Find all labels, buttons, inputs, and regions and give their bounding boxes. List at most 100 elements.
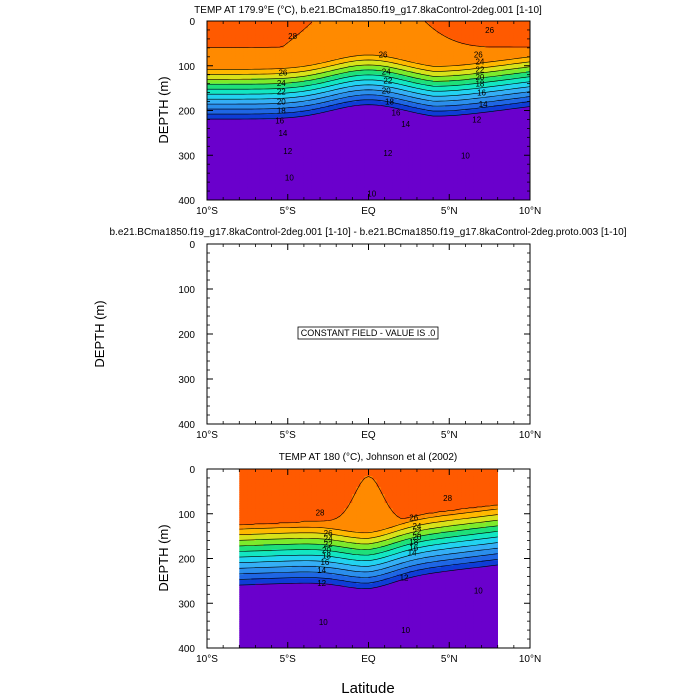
field-cell bbox=[215, 69, 220, 72]
field-cell bbox=[255, 119, 261, 122]
field-cell bbox=[303, 146, 309, 149]
field-cell bbox=[348, 69, 353, 72]
field-cell bbox=[215, 182, 220, 185]
field-cell bbox=[251, 187, 257, 190]
field-cell bbox=[332, 40, 337, 44]
field-cell bbox=[372, 76, 378, 79]
field-cell bbox=[283, 124, 289, 128]
field-cell bbox=[388, 162, 394, 165]
field-cell bbox=[207, 133, 212, 137]
field-cell bbox=[227, 110, 232, 113]
field-cell bbox=[279, 157, 285, 160]
field-cell bbox=[255, 42, 261, 45]
field-cell bbox=[340, 164, 345, 167]
field-cell bbox=[279, 83, 285, 87]
field-cell bbox=[356, 130, 362, 133]
field-cell bbox=[360, 40, 366, 44]
field-cell bbox=[259, 78, 265, 81]
field-cell bbox=[303, 105, 309, 108]
field-cell bbox=[328, 22, 333, 26]
field-cell bbox=[336, 110, 341, 113]
field-cell bbox=[364, 96, 370, 99]
field-cell bbox=[400, 121, 406, 124]
field-cell bbox=[283, 196, 289, 199]
field-cell bbox=[207, 71, 212, 74]
field-cell bbox=[332, 117, 337, 121]
field-cell bbox=[344, 169, 349, 172]
field-cell bbox=[380, 78, 386, 81]
field-cell bbox=[247, 121, 253, 124]
field-cell bbox=[263, 176, 269, 180]
field-cell bbox=[332, 28, 337, 31]
field-cell bbox=[364, 67, 370, 70]
field-cell bbox=[332, 85, 337, 88]
field-cell bbox=[311, 89, 317, 92]
field-cell bbox=[307, 44, 313, 47]
field-cell bbox=[320, 58, 325, 61]
field-cell bbox=[336, 22, 341, 26]
field-cell bbox=[348, 126, 353, 129]
field-cell bbox=[283, 128, 289, 131]
field-cell bbox=[307, 31, 313, 35]
field-cell bbox=[356, 112, 362, 115]
field-cell bbox=[243, 55, 248, 58]
field-cell bbox=[311, 49, 317, 53]
field-cell bbox=[352, 140, 357, 144]
field-cell bbox=[332, 89, 337, 92]
field-cell bbox=[376, 22, 382, 26]
field-cell bbox=[283, 56, 289, 60]
field-cell bbox=[372, 165, 378, 169]
field-cell bbox=[283, 24, 289, 27]
field-cell bbox=[243, 71, 248, 74]
field-cell bbox=[372, 40, 378, 44]
field-cell bbox=[344, 171, 349, 174]
field-cell bbox=[380, 142, 386, 146]
field-cell bbox=[235, 103, 240, 106]
field-cell bbox=[251, 140, 257, 144]
field-cell bbox=[239, 183, 244, 187]
field-cell bbox=[283, 189, 289, 192]
field-cell bbox=[324, 176, 329, 180]
field-cell bbox=[364, 149, 370, 153]
field-cell bbox=[283, 192, 289, 196]
field-cell bbox=[307, 187, 313, 190]
field-cell bbox=[348, 81, 353, 85]
field-cell bbox=[271, 167, 277, 171]
field-cell bbox=[384, 37, 390, 40]
field-cell bbox=[404, 51, 410, 54]
field-cell bbox=[380, 69, 386, 72]
field-cell bbox=[392, 151, 398, 155]
field-cell bbox=[388, 124, 394, 128]
field-cell bbox=[311, 139, 317, 142]
field-cell bbox=[263, 31, 269, 35]
field-cell bbox=[307, 194, 313, 198]
field-cell bbox=[239, 63, 244, 67]
field-cell bbox=[207, 94, 212, 97]
field-cell bbox=[400, 42, 406, 45]
field-cell bbox=[251, 51, 257, 54]
field-cell bbox=[243, 26, 248, 29]
field-cell bbox=[283, 191, 289, 194]
field-cell bbox=[344, 33, 349, 36]
field-cell bbox=[227, 171, 232, 174]
field-cell bbox=[255, 26, 261, 29]
field-cell bbox=[291, 51, 297, 54]
field-cell bbox=[239, 103, 244, 106]
field-cell bbox=[307, 76, 313, 79]
field-cell bbox=[311, 22, 317, 26]
field-cell bbox=[243, 24, 248, 27]
field-cell bbox=[223, 31, 228, 35]
field-cell bbox=[223, 192, 228, 196]
field-cell bbox=[247, 81, 253, 85]
field-cell bbox=[275, 185, 281, 189]
field-cell bbox=[360, 176, 366, 180]
field-cell bbox=[275, 90, 281, 94]
field-cell bbox=[356, 135, 362, 138]
field-cell bbox=[219, 74, 224, 78]
field-cell bbox=[275, 38, 281, 42]
field-cell bbox=[215, 101, 220, 104]
field-cell bbox=[336, 99, 341, 103]
field-cell bbox=[307, 26, 313, 29]
field-cell bbox=[231, 63, 236, 67]
field-cell bbox=[396, 121, 402, 124]
